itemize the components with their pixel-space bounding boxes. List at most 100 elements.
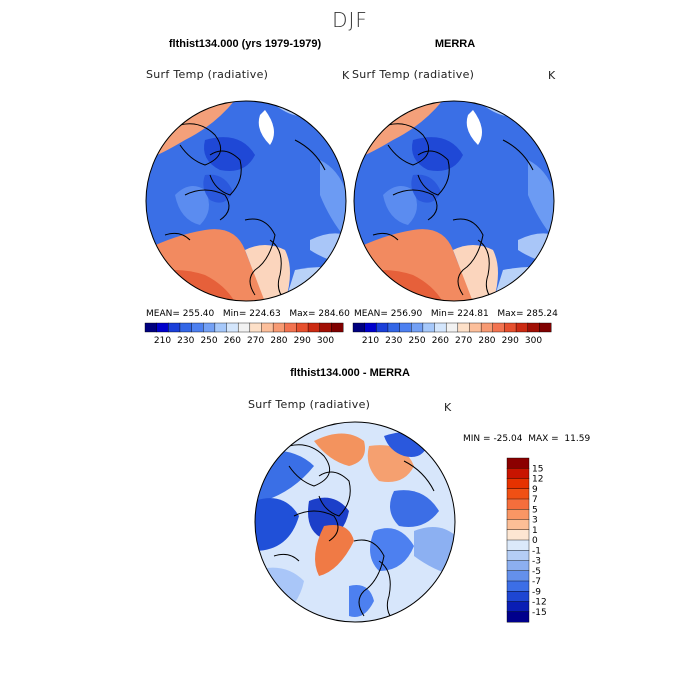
panel2-colorbar-tick-label: 270 [455, 336, 472, 346]
panel3-colorbar-swatch [506, 509, 530, 520]
panel1-colorbar-tick-label: 210 [154, 336, 171, 346]
panel1-units: K [342, 69, 350, 82]
panel1-colorbar-swatch [296, 322, 309, 333]
panel2-colorbar-swatch [492, 322, 505, 333]
panel3-map-border [254, 421, 456, 623]
panel3-colorbar-swatch [506, 457, 530, 469]
panel2-colorbar-tick-label: 210 [362, 336, 379, 346]
panel2-colorbar-swatch [469, 322, 482, 333]
panel3-coastline [318, 471, 351, 517]
panel3-field-region [390, 490, 439, 527]
panel2-variable: Surf Temp (radiative) [352, 68, 475, 81]
panel2-colorbar-tick-label: 290 [502, 336, 519, 346]
panel1-coastline [164, 232, 191, 241]
panel3-field-region [255, 498, 299, 551]
panel3-coastline [273, 553, 300, 562]
panel3-max-label: MAX = [528, 434, 559, 444]
panel3-colorbar-swatch [506, 519, 530, 531]
panel1-coastline [184, 189, 230, 221]
panel1-colorbar-tick-label: 280 [270, 336, 287, 346]
panel2-max-value: 285.24 [526, 309, 558, 319]
panel3-field-region [349, 585, 374, 617]
panel1-colorbar-tick-label: 250 [200, 336, 217, 346]
panel1-coastline [269, 239, 286, 301]
panel1-field-region [204, 137, 255, 171]
panel2-colorbar-swatch [364, 322, 377, 333]
panel1-colorbar-swatch [156, 322, 169, 333]
panel1-field-region [320, 160, 346, 240]
panel3-colorbar-tick-label: 9 [532, 485, 538, 495]
panel1-colorbar-swatch [319, 322, 332, 333]
panel3-colorbar-swatch [506, 580, 530, 592]
panel1-colorbar-tick-label: 270 [247, 336, 264, 346]
panel3-colorbar-tick-label: -9 [532, 587, 541, 597]
panel2-units: K [548, 69, 556, 82]
panel1-colorbar-tick-label: 290 [294, 336, 311, 346]
panel3-colorbar-tick-label: 5 [532, 505, 538, 515]
panel2-map [353, 100, 555, 302]
panel1-colorbar-swatch [307, 322, 321, 333]
panel3-colorbar-swatch [506, 498, 530, 510]
panel2-field-region [412, 137, 463, 171]
panel3-colorbar-tick-label: 12 [532, 475, 543, 485]
panel2-mean-value: 256.90 [390, 309, 423, 319]
panel3-colorbar-tick-label: 3 [532, 516, 538, 526]
panel1-mean-value: 255.40 [182, 309, 215, 319]
panel3-max-value: 11.59 [564, 434, 591, 444]
panel3-min-value: -25.04 [493, 434, 523, 444]
panel2-coastline [392, 189, 438, 221]
panel2-colorbar-swatch [352, 322, 366, 333]
panel3-stats: MIN = -25.04 MAX = 11.59 [463, 434, 590, 444]
panel3-colorbar-tick-label: -3 [532, 557, 541, 567]
panel2-map-border [353, 100, 555, 302]
panel3-coastline [378, 560, 395, 622]
panel2-colorbar-swatch [527, 322, 540, 333]
panel2-colorbar-swatch [399, 322, 412, 333]
panel3-colorbar-tick-label: -12 [532, 598, 547, 608]
panel3-colorbar-tick-label: 15 [532, 464, 543, 474]
panel2-stats: MEAN= 256.90 Min= 224.81 Max= 285.24 [354, 309, 558, 319]
panel1-map-border [145, 100, 347, 302]
panel1-mean-label: MEAN= [146, 309, 180, 319]
panel3-colorbar-tick-label: -7 [532, 577, 541, 587]
panel2-colorbar-tick-label: 250 [408, 336, 425, 346]
panel3-field-region [315, 525, 354, 576]
panel1-min-value: 224.63 [249, 309, 281, 319]
panel1-colorbar-swatch [179, 322, 192, 333]
panel3-colorbar-swatch [506, 570, 530, 582]
panel2-colorbar-swatch [480, 322, 494, 333]
panel2-coastline [452, 218, 484, 296]
panel3-title: flthist134.000 - MERRA [290, 367, 410, 379]
panel3-field-region [370, 528, 414, 571]
panel1-map [145, 100, 347, 302]
panel3-field-region [255, 422, 299, 441]
panel3-colorbar-swatch [506, 611, 530, 623]
panel1-colorbar-tick-label: 230 [177, 336, 194, 346]
panel3-colorbar-swatch [506, 529, 530, 541]
panel3-colorbar-swatch [506, 488, 530, 500]
panel2-colorbar-tick-label: 300 [525, 336, 542, 346]
panel3-variable: Surf Temp (radiative) [248, 398, 371, 411]
panel2-coastline [417, 150, 450, 196]
panel2-colorbar-swatch [504, 322, 517, 333]
panel1-field-region [175, 186, 209, 225]
panel2-colorbar-swatch [434, 322, 447, 333]
panel1-colorbar-tick-label: 260 [224, 336, 241, 346]
panel3-field-region [314, 433, 365, 466]
panel1-max-label: Max= [289, 309, 316, 319]
panel2-min-value: 224.81 [457, 309, 489, 319]
panel1-colorbar-swatch [272, 322, 286, 333]
panel1-variable: Surf Temp (radiative) [146, 68, 269, 81]
panel3-colorbar-swatch [506, 601, 530, 613]
panel3-coastline [403, 460, 435, 492]
panel1-colorbar-swatch [191, 322, 204, 333]
panel1-colorbar-swatch [144, 322, 158, 333]
panel3-colorbar-swatch [506, 539, 530, 551]
panel3-colorbar-swatch [506, 591, 530, 602]
panel2-coastline [502, 139, 534, 171]
panel3-colorbar-swatch [506, 478, 530, 490]
panel2-colorbar-tick-label: 230 [385, 336, 402, 346]
panel3-min-label: MIN = [463, 434, 491, 444]
panel1-colorbar-swatch [331, 322, 344, 333]
